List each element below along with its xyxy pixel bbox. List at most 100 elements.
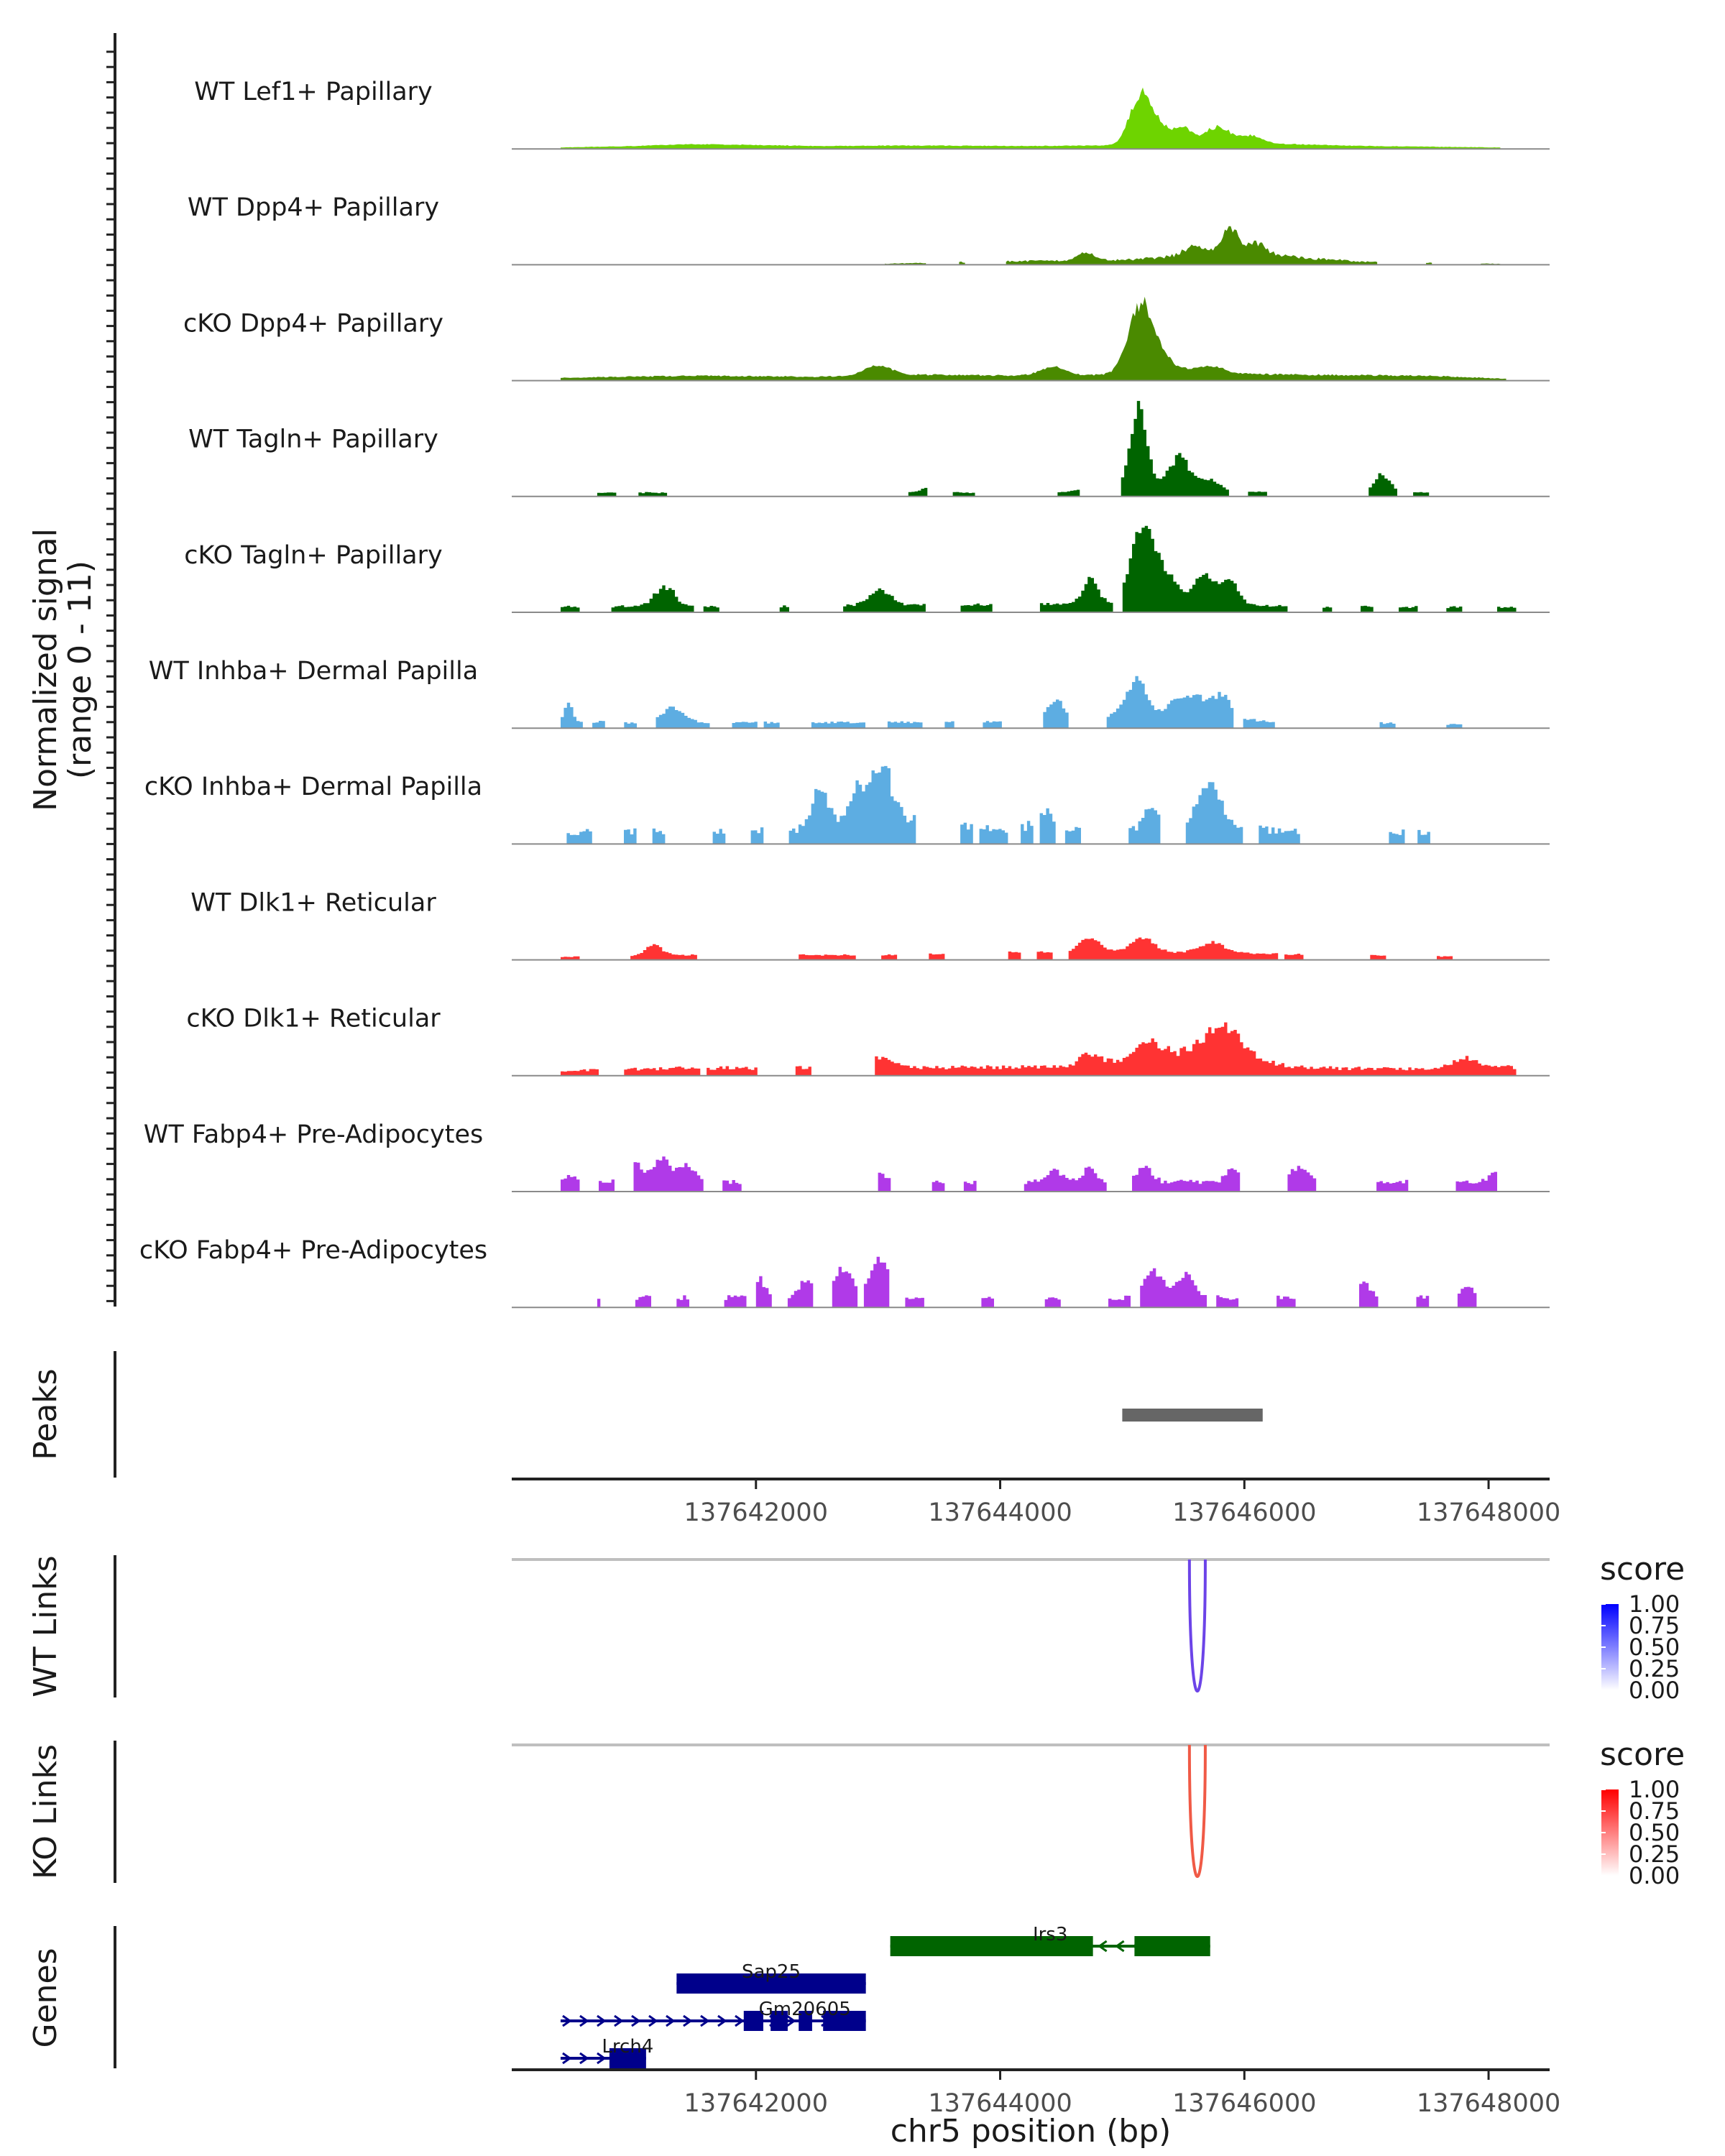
coverage-area xyxy=(1370,954,1386,960)
coverage-area xyxy=(633,1156,704,1192)
coverage-area xyxy=(1044,1297,1061,1308)
track-label: WT Inhba+ Dermal Papilla xyxy=(149,657,478,686)
coverage-area xyxy=(881,954,898,960)
coverage-area xyxy=(1132,1166,1241,1192)
coverage-area xyxy=(1106,676,1234,729)
axis-tick-label: 137644000 xyxy=(928,2089,1072,2118)
coverage-area xyxy=(1437,956,1453,960)
coverage-track: WT Fabp4+ Pre-Adipocytes xyxy=(144,1120,1550,1192)
gene-exon xyxy=(676,1973,866,1994)
coverage-area xyxy=(1140,1268,1207,1308)
legend-title: score xyxy=(1600,1551,1685,1588)
coverage-area xyxy=(1248,491,1267,497)
coverage-area xyxy=(652,828,666,844)
coverage-track: cKO Dlk1+ Reticular xyxy=(186,1005,1550,1077)
legend-tick-label: 0.75 xyxy=(1629,1612,1680,1639)
score-legend: score 1.000.750.500.250.00 xyxy=(1600,1736,1685,1889)
coverage-area xyxy=(1243,719,1275,729)
gene-name: Irs3 xyxy=(1033,1924,1067,1945)
gene-model: Irs3 xyxy=(890,1924,1210,1956)
coverage-area xyxy=(561,296,1506,381)
link-arc xyxy=(1187,1744,1207,1878)
legend-tick-label: 0.00 xyxy=(1629,1862,1680,1889)
coverage-area xyxy=(1276,1295,1296,1308)
legend-tick-label: 0.25 xyxy=(1629,1655,1680,1682)
gene-exon xyxy=(1134,1936,1210,1956)
coverage-area xyxy=(722,1180,742,1192)
links-panel: KO Links score 1.000.750.500.250.00 xyxy=(27,1736,1685,1889)
coverage-area xyxy=(779,605,789,612)
coverage-area xyxy=(1216,1295,1239,1308)
axis-tick-label: 137644000 xyxy=(928,1498,1072,1527)
strand-chevron xyxy=(597,2052,607,2065)
gene-exon xyxy=(770,2011,788,2031)
gene-model: Gm20605 xyxy=(560,1999,866,2031)
coverage-area xyxy=(788,765,916,844)
axis-tick-label: 137646000 xyxy=(1172,2089,1316,2118)
coverage-area xyxy=(1287,1166,1317,1192)
gene-exon xyxy=(609,2048,646,2068)
coverage-area xyxy=(611,585,694,612)
coverage-area xyxy=(843,588,926,612)
strand-chevron xyxy=(562,2052,572,2065)
coverage-y-ticks xyxy=(106,50,115,1302)
coverage-area xyxy=(1446,606,1463,612)
coverage-area xyxy=(983,721,1002,729)
coverage-area xyxy=(1416,1295,1430,1308)
coverage-track: cKO Fabp4+ Pre-Adipocytes xyxy=(139,1236,1550,1309)
legend-tick-label: 0.75 xyxy=(1629,1797,1680,1825)
peaks-label: Peaks xyxy=(27,1368,64,1460)
track-label: cKO Tagln+ Papillary xyxy=(184,541,443,570)
coverage-area xyxy=(624,828,637,844)
coverage-area xyxy=(1128,808,1161,844)
coverage-area xyxy=(561,605,580,612)
peaks-panel: Peaks xyxy=(27,1351,1263,1478)
track-label: WT Lef1+ Papillary xyxy=(194,78,433,106)
coverage-tracks: WT Lef1+ Papillary WT Dpp4+ Papillary cKO … xyxy=(139,78,1550,1309)
coverage-area xyxy=(561,1069,599,1076)
strand-chevron xyxy=(579,2014,589,2027)
coverage-area xyxy=(1121,400,1229,497)
coverage-area xyxy=(1122,525,1288,612)
coverage-area xyxy=(712,829,726,844)
genes-label: Genes xyxy=(27,1948,64,2047)
coverage-area xyxy=(724,1295,747,1308)
coverage-area xyxy=(1057,489,1080,497)
legend-tick-label: 0.25 xyxy=(1629,1841,1680,1868)
position-axis-bottom-ticks: 137642000 137644000 137646000 137648000 xyxy=(684,2070,1560,2118)
axis-tick-label: 137642000 xyxy=(684,2089,828,2118)
coverage-area xyxy=(1379,722,1396,729)
strand-chevron xyxy=(597,2014,607,2027)
strand-chevron xyxy=(717,2014,727,2027)
coverage-area xyxy=(1376,1179,1409,1192)
coverage-area xyxy=(1361,605,1374,612)
coverage-area xyxy=(763,722,780,729)
track-label: cKO Dpp4+ Papillary xyxy=(183,309,443,338)
strand-chevron xyxy=(735,2014,745,2027)
coverage-area xyxy=(1368,473,1397,497)
peak-interval xyxy=(1122,1409,1263,1422)
strand-chevron xyxy=(631,2014,641,2027)
coverage-area xyxy=(561,702,583,729)
coverage-area xyxy=(597,1299,601,1308)
track-label: WT Dpp4+ Papillary xyxy=(188,193,439,222)
gene-name: Gm20605 xyxy=(759,1999,851,2020)
coverage-area xyxy=(561,956,580,960)
legend-tick-label: 1.00 xyxy=(1629,1590,1680,1618)
coverage-track: cKO Dpp4+ Papillary xyxy=(183,296,1550,382)
track-label: cKO Inhba+ Dermal Papilla xyxy=(144,773,482,801)
coverage-area xyxy=(561,87,1501,149)
coverage-area xyxy=(1457,1286,1477,1308)
coverage-area xyxy=(1413,492,1430,497)
coverage-area xyxy=(875,1022,1517,1076)
coverage-area xyxy=(1446,724,1463,729)
coverage-area xyxy=(624,1067,701,1076)
coverage-area xyxy=(1185,782,1243,844)
coverage-area xyxy=(1039,808,1056,844)
gene-name: Lrch4 xyxy=(602,2036,653,2058)
coverage-area xyxy=(1021,821,1034,844)
track-label: WT Fabp4+ Pre-Adipocytes xyxy=(144,1120,483,1149)
axis-tick-label: 137648000 xyxy=(1417,2089,1560,2118)
